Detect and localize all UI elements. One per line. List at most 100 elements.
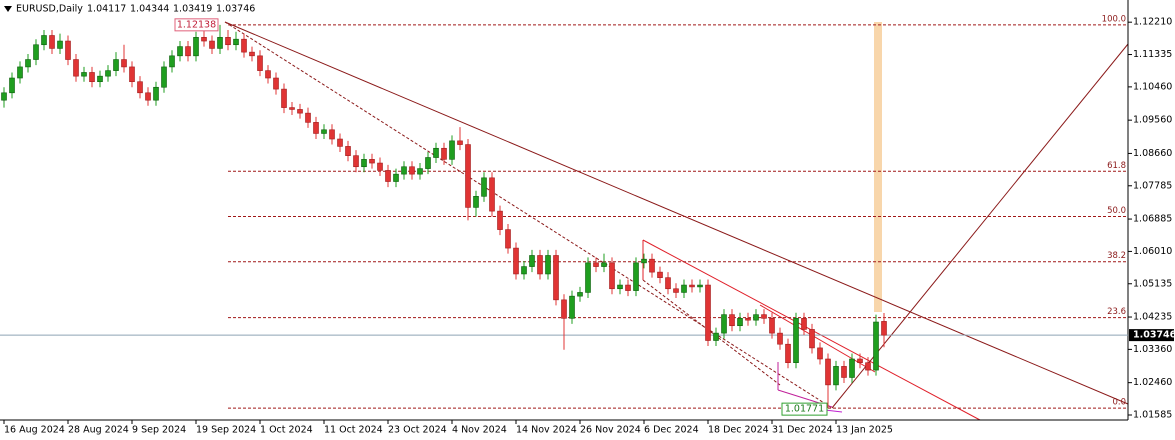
candle-body bbox=[769, 318, 775, 334]
x-tick-label: 16 Aug 2024 bbox=[4, 425, 65, 436]
candle-body bbox=[25, 59, 31, 68]
candle-body bbox=[249, 51, 255, 57]
candle-body bbox=[97, 75, 103, 83]
candle-body bbox=[825, 358, 831, 386]
candle-body bbox=[713, 332, 719, 341]
candle-body bbox=[697, 284, 703, 288]
candle-body bbox=[385, 170, 391, 182]
candle-body bbox=[129, 66, 135, 83]
candle-body bbox=[761, 314, 767, 319]
y-tick-label: 1.03360 bbox=[1133, 344, 1172, 355]
candle-body bbox=[17, 66, 23, 79]
symbol-label: EURUSD,Daily bbox=[16, 4, 83, 15]
candle-body bbox=[9, 77, 15, 94]
candle-body bbox=[281, 88, 287, 108]
candle-body bbox=[561, 299, 567, 319]
candle-body bbox=[417, 168, 423, 175]
channel-line bbox=[759, 304, 876, 373]
candle-body bbox=[513, 247, 519, 275]
trend-line bbox=[224, 21, 1129, 405]
candle-body bbox=[161, 66, 167, 88]
candle-body bbox=[793, 318, 799, 363]
fib-level-label: 100.0 bbox=[1102, 14, 1126, 24]
candle-body bbox=[49, 35, 55, 49]
candle-body bbox=[273, 77, 279, 90]
x-tick-label: 14 Nov 2024 bbox=[516, 425, 577, 436]
candle-body bbox=[633, 262, 639, 291]
candle-body bbox=[473, 196, 479, 208]
swing-low-label: 1.01771 bbox=[785, 404, 824, 415]
candle-body bbox=[689, 284, 695, 288]
y-tick-label: 1.02460 bbox=[1133, 377, 1172, 388]
candle-body bbox=[257, 55, 263, 71]
candle-body bbox=[553, 255, 559, 301]
fib-level-label: 50.0 bbox=[1107, 206, 1126, 216]
candle-body bbox=[537, 255, 543, 275]
candle-body bbox=[313, 122, 319, 134]
swing-high-box bbox=[174, 18, 219, 32]
y-tick-label: 1.06885 bbox=[1133, 214, 1172, 225]
candle-body bbox=[377, 162, 383, 171]
candle-body bbox=[649, 258, 655, 273]
candle-body bbox=[665, 277, 671, 290]
candle-body bbox=[433, 147, 439, 158]
low-price: 1.03419 bbox=[173, 4, 212, 15]
candle-body bbox=[121, 59, 127, 68]
candle-body bbox=[801, 318, 807, 330]
x-tick-label: 31 Dec 2024 bbox=[772, 425, 833, 436]
candle-body bbox=[777, 332, 783, 345]
candle-body bbox=[153, 86, 159, 101]
high-price: 1.04344 bbox=[130, 4, 169, 15]
candle-body bbox=[401, 166, 407, 175]
x-tick-label: 18 Dec 2024 bbox=[708, 425, 769, 436]
candle-body bbox=[657, 271, 663, 278]
fib-level-label: 38.2 bbox=[1107, 251, 1126, 261]
current-price-box bbox=[1129, 329, 1174, 342]
fib-level-label: 0.0 bbox=[1112, 398, 1126, 408]
candle-body bbox=[65, 40, 71, 60]
candle-body bbox=[57, 40, 63, 49]
x-tick-label: 9 Sep 2024 bbox=[132, 425, 186, 436]
y-tick-label: 1.10460 bbox=[1133, 81, 1172, 92]
candle-body bbox=[785, 343, 791, 363]
candle-body bbox=[393, 173, 399, 182]
candle-body bbox=[177, 46, 183, 57]
candle-body bbox=[809, 329, 815, 349]
candle-body bbox=[353, 155, 359, 168]
candle-body bbox=[81, 72, 87, 77]
candle-body bbox=[209, 40, 215, 49]
menu-arrow[interactable] bbox=[4, 6, 12, 12]
candle-body bbox=[137, 81, 143, 94]
x-tick-label: 13 Jan 2025 bbox=[836, 425, 893, 436]
candle-body bbox=[849, 358, 855, 378]
candle-body bbox=[817, 347, 823, 360]
candle-body bbox=[529, 255, 535, 267]
candle-body bbox=[833, 366, 839, 386]
y-tick-label: 1.04235 bbox=[1133, 312, 1172, 323]
candle-body bbox=[729, 314, 735, 327]
candle-body bbox=[217, 37, 223, 49]
candle-body bbox=[521, 266, 527, 275]
candle-body bbox=[73, 59, 79, 77]
fib-level-label: 23.6 bbox=[1107, 307, 1126, 317]
x-tick-label: 28 Aug 2024 bbox=[68, 425, 129, 436]
candle-body bbox=[265, 70, 271, 79]
candle-body bbox=[169, 55, 175, 68]
swing-high-label: 1.12138 bbox=[177, 19, 216, 30]
candle-body bbox=[641, 258, 647, 264]
candle-body bbox=[497, 210, 503, 230]
x-tick-label: 6 Dec 2024 bbox=[644, 425, 699, 436]
candle-body bbox=[345, 146, 351, 156]
candle-body bbox=[33, 44, 39, 60]
candle-body bbox=[305, 112, 311, 123]
candle-body bbox=[673, 288, 679, 293]
candle-body bbox=[681, 284, 687, 293]
candle-body bbox=[489, 177, 495, 212]
candle-body bbox=[705, 284, 711, 341]
y-tick-label: 1.07785 bbox=[1133, 180, 1172, 191]
trend-line bbox=[831, 43, 1129, 409]
candle-body bbox=[105, 70, 111, 77]
x-tick-label: 19 Sep 2024 bbox=[196, 425, 256, 436]
x-tick-label: 26 Nov 2024 bbox=[580, 425, 641, 436]
channel-line-dashed bbox=[642, 279, 781, 386]
